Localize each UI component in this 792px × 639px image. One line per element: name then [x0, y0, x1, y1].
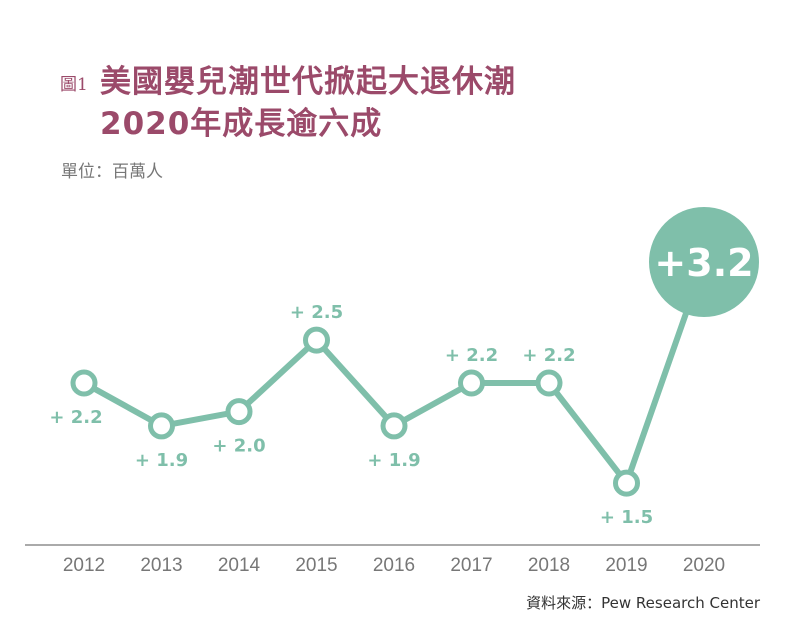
highlight-bubble — [649, 207, 759, 317]
x-tick-label: 2020 — [683, 555, 725, 576]
data-label: + 2.0 — [212, 436, 265, 457]
data-label: + 1.9 — [367, 450, 420, 471]
data-label: + 1.5 — [600, 507, 653, 528]
chart-title-line1: 美國嬰兒潮世代掀起大退休潮 — [100, 64, 516, 100]
data-label: + 2.5 — [290, 302, 343, 323]
unit-label: 單位：百萬人 — [61, 162, 163, 182]
data-point — [148, 412, 175, 440]
data-label: + 1.9 — [135, 450, 188, 471]
data-point — [380, 412, 408, 440]
data-point — [535, 369, 563, 397]
data-label: + 2.2 — [49, 407, 102, 428]
x-tick-label: 2018 — [528, 555, 570, 576]
data-point — [458, 369, 485, 397]
data-point — [70, 369, 98, 397]
x-tick-label: 2014 — [218, 555, 261, 576]
x-tick-label: 2019 — [605, 555, 647, 576]
x-tick-label: 2017 — [450, 555, 492, 576]
data-label: + 2.2 — [522, 345, 575, 366]
chart-title-line2: 2020年成長逾六成 — [100, 106, 383, 142]
x-tick-label: 2012 — [63, 555, 105, 576]
data-point — [225, 398, 253, 426]
data-label: + 2.2 — [445, 345, 498, 366]
data-point — [303, 326, 330, 354]
x-tick-label: 2013 — [140, 555, 182, 576]
figure-label: 圖1 — [60, 75, 88, 95]
x-tick-label: 2015 — [295, 555, 337, 576]
data-label: +3.2 — [654, 241, 753, 285]
x-tick-label: 2016 — [373, 555, 415, 576]
data-point — [613, 469, 640, 497]
source-note: 資料來源：Pew Research Center — [526, 594, 760, 612]
